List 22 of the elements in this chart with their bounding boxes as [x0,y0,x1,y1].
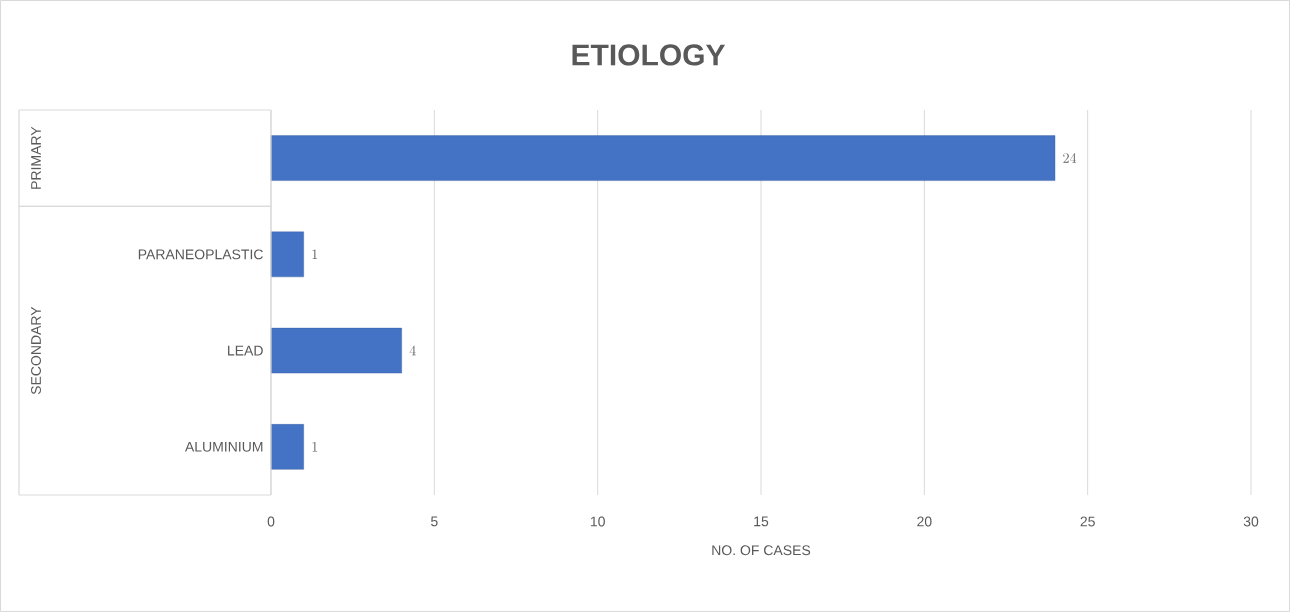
bar [270,231,304,278]
y-tick-label: LEAD [228,345,263,356]
bar [270,135,1056,181]
x-axis-title: NO. OF CASES [712,545,811,556]
data-label: 1 [312,249,318,260]
x-tick-label: 10 [590,516,605,527]
chart-title: ETIOLOGY [572,44,726,66]
bar [270,424,304,470]
y-tick-label: ALUMINIUM [184,441,263,452]
x-tick-label: 5 [431,516,438,527]
bar [270,327,402,374]
x-tick-label: 25 [1080,516,1095,527]
text: SECONDARY [31,306,41,395]
data-label: 24 [1063,153,1077,163]
data-label: 1 [312,441,318,452]
text: PRIMARY [31,126,41,189]
data-label: 4 [409,345,416,356]
x-tick-label: 15 [754,516,769,527]
y-tick-label: PARANEOPLASTIC [138,249,263,260]
x-tick-label: 30 [1243,516,1259,527]
x-tick-label: 20 [917,516,932,527]
x-tick-label: 0 [267,516,275,527]
